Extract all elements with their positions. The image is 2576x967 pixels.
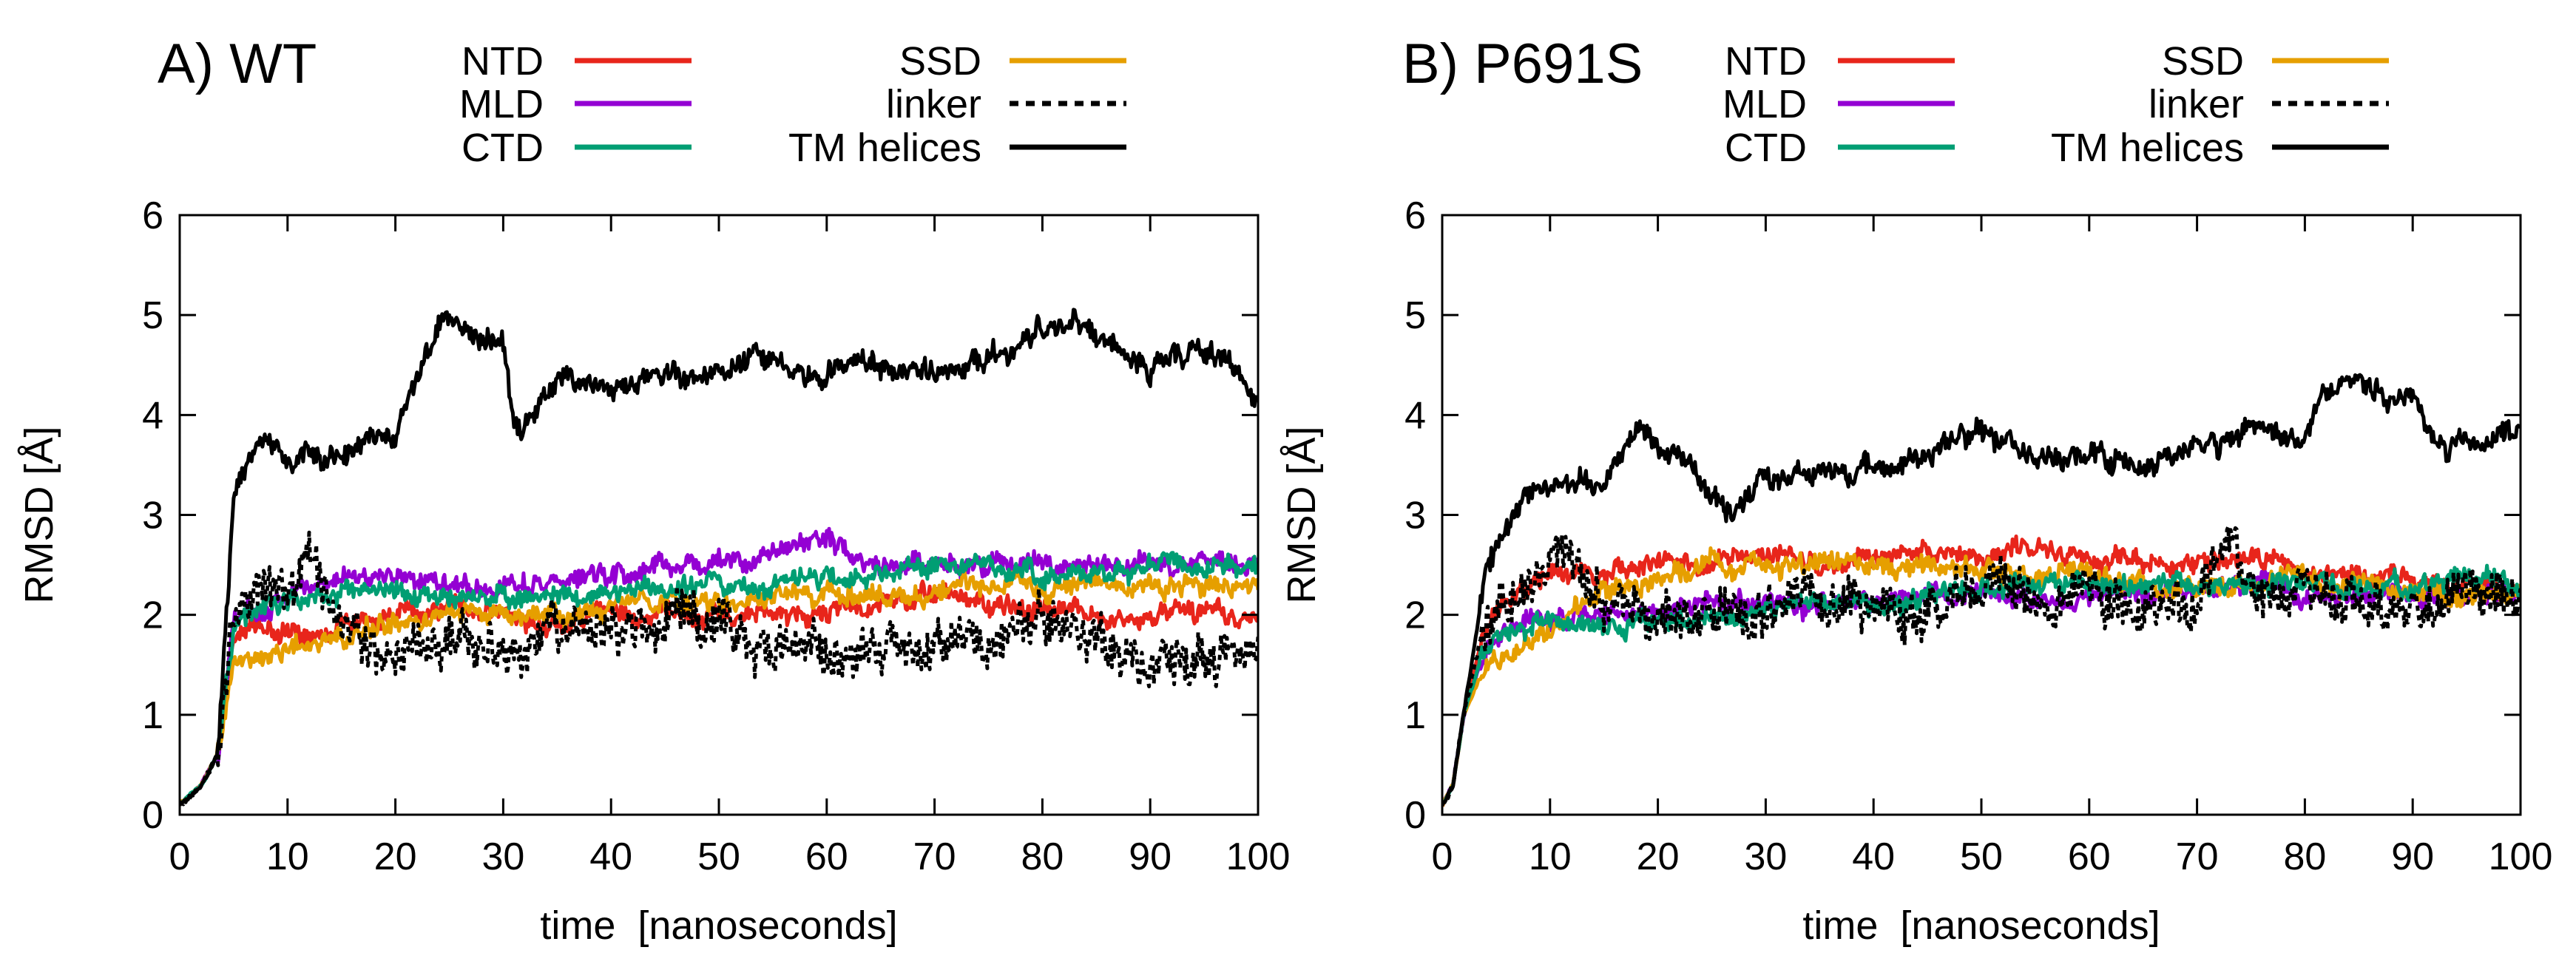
x-tick-label: 30: [1744, 835, 1787, 878]
x-tick-label: 20: [374, 835, 417, 878]
x-tick-label: 40: [1852, 835, 1895, 878]
series-line-ntd: [1442, 535, 2521, 807]
x-tick-label: 60: [2068, 835, 2111, 878]
y-axis-label: RMSD [Å]: [1279, 426, 1324, 603]
series-line-ctd: [1442, 563, 2521, 806]
x-tick-label: 80: [1021, 835, 1064, 878]
legend-label: MLD: [459, 82, 544, 126]
legend-label: linker: [2149, 82, 2244, 126]
legend-label: TM helices: [788, 126, 981, 170]
x-axis-label: time [nanoseconds]: [1802, 903, 2160, 948]
legend-label: linker: [886, 82, 981, 126]
x-tick-label: 90: [2391, 835, 2434, 878]
y-tick-label: 4: [1404, 394, 1426, 437]
y-tick-label: 5: [1404, 294, 1426, 337]
y-tick-label: 6: [1404, 194, 1426, 237]
x-tick-label: 10: [266, 835, 309, 878]
y-tick-label: 3: [1404, 495, 1426, 537]
x-tick-label: 0: [169, 835, 191, 878]
series-line-linker: [180, 530, 1258, 807]
legend-label: MLD: [1723, 82, 1807, 126]
panel-title: B) P691S: [1402, 33, 1643, 95]
series-line-ctd: [180, 551, 1258, 807]
x-tick-label: 100: [1226, 835, 1291, 878]
legend-label: SSD: [899, 39, 981, 84]
x-tick-label: 80: [2283, 835, 2326, 878]
series-line-linker: [1442, 525, 2521, 807]
y-tick-label: 2: [1404, 594, 1426, 637]
y-axis-label: RMSD [Å]: [17, 426, 61, 603]
y-tick-label: 6: [142, 194, 163, 237]
y-tick-label: 3: [142, 495, 163, 537]
legend-label: TM helices: [2051, 126, 2244, 170]
panel-title: A) WT: [158, 33, 317, 95]
legend-label: SSD: [2162, 39, 2244, 84]
legend-label: NTD: [1725, 39, 1807, 84]
y-tick-label: 0: [142, 794, 163, 837]
y-tick-label: 0: [1404, 794, 1426, 837]
x-tick-label: 90: [1129, 835, 1172, 878]
y-tick-label: 2: [142, 594, 163, 637]
x-tick-label: 100: [2489, 835, 2553, 878]
x-tick-label: 70: [2176, 835, 2219, 878]
x-tick-label: 10: [1529, 835, 1572, 878]
y-tick-label: 4: [142, 394, 163, 437]
y-tick-label: 1: [1404, 694, 1426, 737]
y-tick-label: 5: [142, 294, 163, 337]
y-tick-label: 1: [142, 694, 163, 737]
x-tick-label: 40: [589, 835, 632, 878]
x-tick-label: 70: [913, 835, 956, 878]
series-line-tm-helices: [1442, 373, 2521, 806]
x-tick-label: 60: [805, 835, 848, 878]
x-tick-label: 0: [1432, 835, 1453, 878]
legend-label: NTD: [462, 39, 544, 84]
series-line-tm-helices: [180, 308, 1258, 807]
x-tick-label: 50: [697, 835, 740, 878]
x-tick-label: 50: [1960, 835, 2003, 878]
legend-label: CTD: [462, 126, 544, 170]
legend-label: CTD: [1725, 126, 1807, 170]
x-tick-label: 30: [481, 835, 524, 878]
x-axis-label: time [nanoseconds]: [540, 903, 897, 948]
x-tick-label: 20: [1637, 835, 1680, 878]
